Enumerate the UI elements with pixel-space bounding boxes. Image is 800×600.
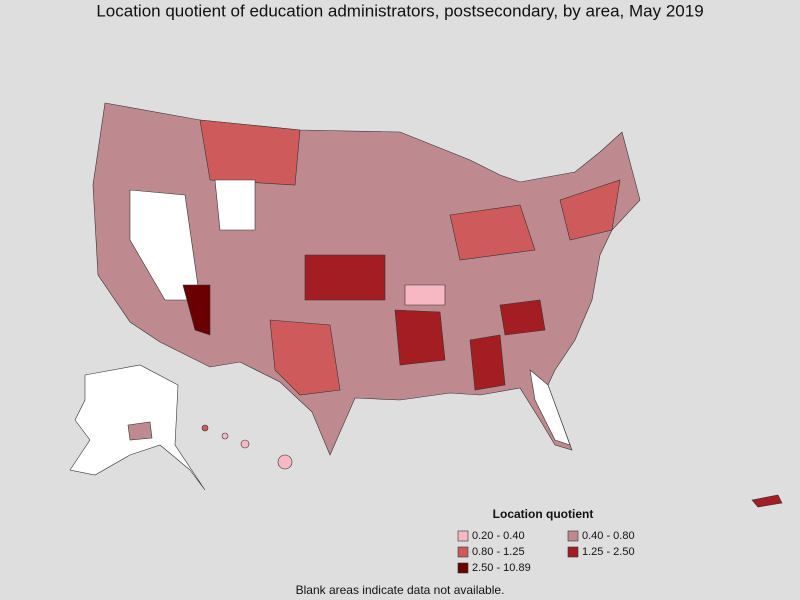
- region: [469, 334, 506, 391]
- region: [394, 309, 446, 366]
- region: [304, 254, 386, 301]
- region: [182, 284, 211, 336]
- legend-swatch: [457, 546, 469, 558]
- region: [214, 179, 256, 231]
- legend-swatch: [457, 530, 469, 542]
- legend-title: Location quotient: [493, 507, 594, 521]
- puerto-rico: [751, 494, 783, 508]
- legend-swatch: [567, 546, 579, 558]
- legend-swatch: [567, 530, 579, 542]
- continental-us: [92, 102, 641, 456]
- region: [559, 179, 621, 241]
- legend-label: 0.80 - 1.25: [472, 546, 525, 558]
- legend-label: 0.40 - 0.80: [582, 530, 635, 542]
- footnote: Blank areas indicate data not available.: [296, 583, 505, 597]
- region: [499, 299, 546, 336]
- legend-swatch: [457, 562, 469, 574]
- alaska-region: [127, 421, 153, 441]
- map-title: Location quotient of education administr…: [96, 1, 703, 20]
- legend: Location quotient 0.20 - 0.40 0.40 - 0.80…: [457, 507, 635, 574]
- region: [269, 319, 341, 396]
- legend-label: 0.20 - 0.40: [472, 530, 525, 542]
- region: [449, 204, 536, 261]
- region: [404, 284, 446, 306]
- legend-label: 2.50 - 10.89: [472, 562, 531, 574]
- region: [199, 119, 301, 186]
- legend-label: 1.25 - 2.50: [582, 546, 635, 558]
- region: [529, 369, 571, 446]
- region: [129, 189, 201, 301]
- hawaii: [201, 424, 293, 470]
